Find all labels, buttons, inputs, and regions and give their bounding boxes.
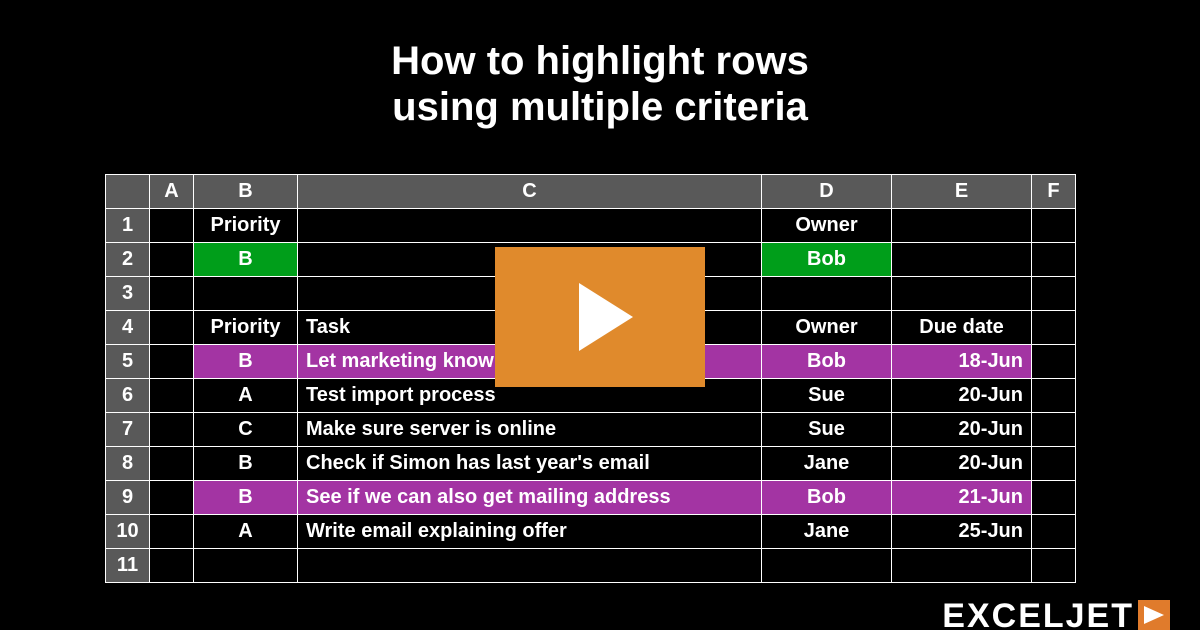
row-header-9[interactable]: 9: [106, 481, 150, 515]
cell-A10[interactable]: [150, 515, 194, 549]
brand-accent-icon: [1138, 600, 1170, 630]
cell-E11[interactable]: [892, 549, 1032, 583]
brand-logo: EXCELJET: [942, 597, 1170, 630]
cell-A3[interactable]: [150, 277, 194, 311]
row-header-1[interactable]: 1: [106, 209, 150, 243]
cell-A11[interactable]: [150, 549, 194, 583]
cell-B4[interactable]: Priority: [194, 311, 298, 345]
cell-F9[interactable]: [1032, 481, 1076, 515]
cell-B10[interactable]: A: [194, 515, 298, 549]
title-line-2: using multiple criteria: [392, 85, 808, 129]
cell-C1[interactable]: [298, 209, 762, 243]
cell-B7[interactable]: C: [194, 413, 298, 447]
cell-C8[interactable]: Check if Simon has last year's email: [298, 447, 762, 481]
table-row: 7 CMake sure server is onlineSue20-Jun: [106, 413, 1076, 447]
play-button[interactable]: [495, 247, 705, 387]
cell-D2[interactable]: Bob: [762, 243, 892, 277]
cell-B11[interactable]: [194, 549, 298, 583]
cell-B6[interactable]: A: [194, 379, 298, 413]
cell-A2[interactable]: [150, 243, 194, 277]
cell-B5[interactable]: B: [194, 345, 298, 379]
column-header-row: A B C D E F: [106, 175, 1076, 209]
cell-F6[interactable]: [1032, 379, 1076, 413]
cell-F3[interactable]: [1032, 277, 1076, 311]
cell-E7[interactable]: 20-Jun: [892, 413, 1032, 447]
cell-E9[interactable]: 21-Jun: [892, 481, 1032, 515]
col-header-E[interactable]: E: [892, 175, 1032, 209]
col-header-A[interactable]: A: [150, 175, 194, 209]
col-header-B[interactable]: B: [194, 175, 298, 209]
cell-D7[interactable]: Sue: [762, 413, 892, 447]
col-header-F[interactable]: F: [1032, 175, 1076, 209]
cell-F4[interactable]: [1032, 311, 1076, 345]
col-header-D[interactable]: D: [762, 175, 892, 209]
cell-B1[interactable]: Priority: [194, 209, 298, 243]
cell-C10[interactable]: Write email explaining offer: [298, 515, 762, 549]
table-row: 9 BSee if we can also get mailing address…: [106, 481, 1076, 515]
cell-D1[interactable]: Owner: [762, 209, 892, 243]
cell-E8[interactable]: 20-Jun: [892, 447, 1032, 481]
row-header-6[interactable]: 6: [106, 379, 150, 413]
cell-E3[interactable]: [892, 277, 1032, 311]
cell-F8[interactable]: [1032, 447, 1076, 481]
row-header-11[interactable]: 11: [106, 549, 150, 583]
cell-F10[interactable]: [1032, 515, 1076, 549]
cell-A8[interactable]: [150, 447, 194, 481]
cell-C9[interactable]: See if we can also get mailing address: [298, 481, 762, 515]
select-all-corner[interactable]: [106, 175, 150, 209]
row-header-3[interactable]: 3: [106, 277, 150, 311]
cell-B3[interactable]: [194, 277, 298, 311]
cell-E1[interactable]: [892, 209, 1032, 243]
cell-D11[interactable]: [762, 549, 892, 583]
cell-F2[interactable]: [1032, 243, 1076, 277]
table-row: 1 Priority Owner: [106, 209, 1076, 243]
cell-D3[interactable]: [762, 277, 892, 311]
cell-A4[interactable]: [150, 311, 194, 345]
cell-B2[interactable]: B: [194, 243, 298, 277]
row-header-5[interactable]: 5: [106, 345, 150, 379]
table-row: 8 BCheck if Simon has last year's emailJa…: [106, 447, 1076, 481]
brand-text: EXCELJET: [942, 597, 1134, 630]
cell-A6[interactable]: [150, 379, 194, 413]
cell-E5[interactable]: 18-Jun: [892, 345, 1032, 379]
cell-E4[interactable]: Due date: [892, 311, 1032, 345]
cell-A7[interactable]: [150, 413, 194, 447]
cell-D6[interactable]: Sue: [762, 379, 892, 413]
cell-F7[interactable]: [1032, 413, 1076, 447]
cell-B9[interactable]: B: [194, 481, 298, 515]
cell-D9[interactable]: Bob: [762, 481, 892, 515]
cell-F5[interactable]: [1032, 345, 1076, 379]
table-row: 10 AWrite email explaining offerJane25-Ju…: [106, 515, 1076, 549]
cell-D8[interactable]: Jane: [762, 447, 892, 481]
cell-D4[interactable]: Owner: [762, 311, 892, 345]
cell-B8[interactable]: B: [194, 447, 298, 481]
cell-A5[interactable]: [150, 345, 194, 379]
cell-E2[interactable]: [892, 243, 1032, 277]
page-title: How to highlight rows using multiple cri…: [0, 0, 1200, 130]
cell-D5[interactable]: Bob: [762, 345, 892, 379]
cell-C11[interactable]: [298, 549, 762, 583]
title-line-1: How to highlight rows: [391, 39, 809, 83]
cell-D10[interactable]: Jane: [762, 515, 892, 549]
row-header-8[interactable]: 8: [106, 447, 150, 481]
row-header-10[interactable]: 10: [106, 515, 150, 549]
row-header-7[interactable]: 7: [106, 413, 150, 447]
row-header-4[interactable]: 4: [106, 311, 150, 345]
cell-C7[interactable]: Make sure server is online: [298, 413, 762, 447]
cell-E6[interactable]: 20-Jun: [892, 379, 1032, 413]
col-header-C[interactable]: C: [298, 175, 762, 209]
row-header-2[interactable]: 2: [106, 243, 150, 277]
cell-F11[interactable]: [1032, 549, 1076, 583]
cell-E10[interactable]: 25-Jun: [892, 515, 1032, 549]
cell-A1[interactable]: [150, 209, 194, 243]
cell-F1[interactable]: [1032, 209, 1076, 243]
play-icon: [579, 283, 633, 351]
cell-A9[interactable]: [150, 481, 194, 515]
table-row: 11: [106, 549, 1076, 583]
